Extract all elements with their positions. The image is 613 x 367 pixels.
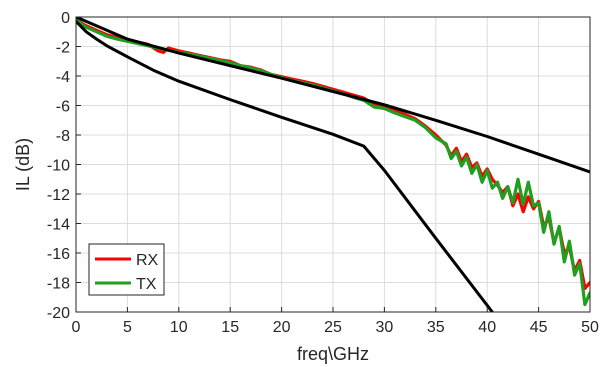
x-tick-label: 45 xyxy=(530,319,548,336)
legend: RX TX xyxy=(88,243,165,296)
reference-line-2 xyxy=(76,19,494,312)
x-tick-label: 40 xyxy=(478,319,496,336)
y-axis-label: IL (dB) xyxy=(13,138,33,191)
x-axis-label: freq\GHz xyxy=(297,344,369,364)
x-tick-label: 10 xyxy=(170,319,188,336)
y-tick-label: -12 xyxy=(47,187,70,204)
y-tick-label: -20 xyxy=(47,305,70,322)
series-layer xyxy=(76,17,590,312)
x-tick-label: 25 xyxy=(324,319,342,336)
x-tick-label: 15 xyxy=(221,319,239,336)
y-tick-label: 0 xyxy=(61,10,70,27)
y-tick-label: -14 xyxy=(47,217,70,234)
legend-label-tx: TX xyxy=(136,276,157,293)
x-tick-label: 35 xyxy=(427,319,445,336)
y-tick-label: -2 xyxy=(56,40,70,57)
axis-ticks: 0 5 10 15 20 25 30 35 40 45 50 0 -2 -4 -6 -8 -10 -12 -14 -1… xyxy=(47,10,599,336)
x-tick-label: 20 xyxy=(273,319,291,336)
x-tick-label: 0 xyxy=(72,319,81,336)
y-tick-label: -8 xyxy=(56,128,70,145)
y-tick-label: -4 xyxy=(56,69,70,86)
y-tick-label: -10 xyxy=(47,158,70,175)
x-tick-label: 50 xyxy=(581,319,599,336)
x-tick-label: 30 xyxy=(376,319,394,336)
y-tick-label: -18 xyxy=(47,276,70,293)
y-tick-label: -6 xyxy=(56,99,70,116)
x-tick-label: 5 xyxy=(123,319,132,336)
reference-line-1 xyxy=(76,17,590,174)
legend-box xyxy=(88,243,165,296)
legend-label-rx: RX xyxy=(136,252,159,269)
y-tick-label: -16 xyxy=(47,246,70,263)
